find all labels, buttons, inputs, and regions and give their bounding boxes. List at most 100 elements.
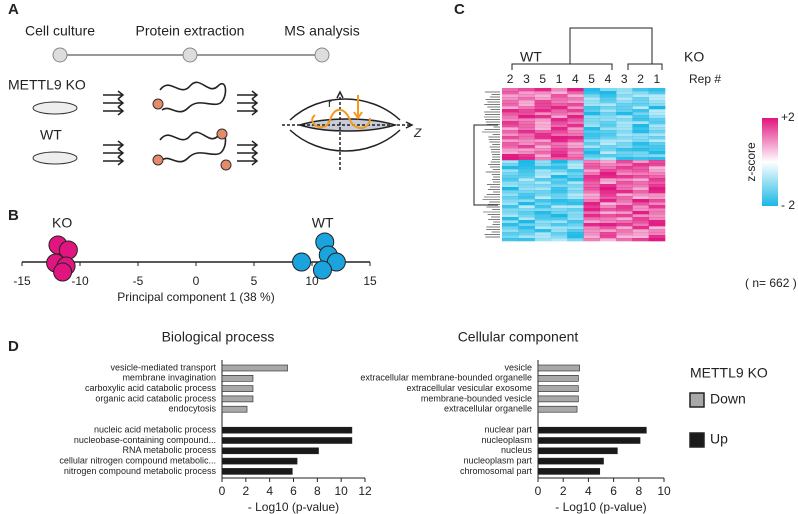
heat-cell	[567, 169, 584, 173]
x-tick-label: 0	[535, 484, 542, 498]
heat-cell	[616, 130, 633, 134]
heat-cell	[648, 121, 666, 125]
heat-cell	[502, 109, 519, 113]
heat-cell	[648, 172, 666, 176]
heat-cell	[534, 130, 552, 134]
heat-cell	[550, 202, 568, 206]
rep-label: Rep #	[689, 72, 721, 86]
heat-cell	[567, 214, 584, 218]
heat-cell	[632, 115, 649, 119]
heat-cell	[648, 229, 666, 233]
heat-cell	[502, 178, 519, 182]
heat-cell	[502, 136, 519, 140]
n-label: ( n= 662 )	[745, 276, 797, 290]
heat-cell	[534, 154, 552, 158]
rep-number: 4	[605, 72, 612, 86]
heat-cell	[583, 115, 601, 119]
legend-swatch	[689, 392, 705, 408]
heat-cell	[567, 178, 584, 182]
heat-cell	[518, 187, 535, 191]
heat-cell	[567, 202, 584, 206]
rep-number: 4	[572, 72, 579, 86]
heat-cell	[648, 193, 666, 197]
step-node	[314, 47, 330, 63]
category-label: nuclear part	[484, 425, 532, 435]
heat-cell	[550, 151, 568, 155]
heat-cell	[616, 178, 633, 182]
heat-cell	[534, 160, 552, 164]
category-label: nucleus	[501, 445, 533, 455]
heat-cell	[567, 238, 584, 242]
heat-cell	[632, 190, 649, 194]
heat-cell	[583, 220, 601, 224]
heat-cell	[583, 109, 601, 113]
heat-cell	[550, 109, 568, 113]
heat-cell	[534, 214, 552, 218]
heat-cell	[616, 181, 633, 185]
heat-cell	[583, 142, 601, 146]
bar	[221, 405, 248, 413]
x-tick-label: 10	[334, 484, 348, 498]
sample-label: WT	[40, 127, 62, 143]
heat-cell	[534, 232, 552, 236]
heat-cell	[567, 118, 584, 122]
heat-cell	[567, 166, 584, 170]
x-tick-label: 10	[305, 274, 319, 288]
point	[312, 260, 332, 280]
heat-cell	[534, 208, 552, 212]
heat-cell	[550, 136, 568, 140]
heat-cell	[616, 121, 633, 125]
category-label: extracellular organelle	[444, 404, 532, 414]
heat-cell	[616, 199, 633, 203]
heat-cell	[632, 163, 649, 167]
heat-cell	[550, 169, 568, 173]
heat-cell	[550, 160, 568, 164]
heat-cell	[502, 238, 519, 242]
heat-cell	[518, 190, 535, 194]
heat-cell	[502, 91, 519, 95]
heat-cell	[648, 181, 666, 185]
heat-cell	[502, 169, 519, 173]
x-axis-title: - Log10 (p-value)	[248, 500, 339, 514]
heat-cell	[534, 115, 552, 119]
chart-title: Biological process	[162, 329, 275, 345]
heat-cell	[616, 205, 633, 209]
heat-cell	[567, 97, 584, 101]
heat-cell	[518, 109, 535, 113]
heat-cell	[550, 148, 568, 152]
heat-cell	[648, 235, 666, 239]
heat-cell	[616, 166, 633, 170]
heat-cell	[599, 139, 617, 143]
heat-cell	[518, 151, 535, 155]
heat-cell	[648, 115, 666, 119]
heat-cell	[648, 139, 666, 143]
heat-cell	[502, 223, 519, 227]
heat-cell	[567, 100, 584, 104]
heat-cell	[534, 178, 552, 182]
heat-cell	[534, 217, 552, 221]
bar	[537, 395, 579, 403]
heat-cell	[518, 205, 535, 209]
dish	[32, 101, 78, 165]
rep-number: 1	[556, 72, 563, 86]
group-label: KO	[684, 49, 704, 65]
heat-cell	[518, 166, 535, 170]
heat-cell	[599, 154, 617, 158]
heat-cell	[599, 178, 617, 182]
heat-cell	[583, 136, 601, 140]
category-label: organic acid catabolic process	[95, 393, 216, 403]
colorbar-min: - 2	[781, 198, 795, 212]
heat-cell	[550, 235, 568, 239]
heat-cell	[599, 94, 617, 98]
heat-cell	[550, 175, 568, 179]
heat-cell	[518, 157, 535, 161]
heat-cell	[583, 235, 601, 239]
heat-cell	[583, 187, 601, 191]
heat-cell	[534, 163, 552, 167]
heat-cell	[502, 187, 519, 191]
category-label: RNA metabolic process	[122, 445, 216, 455]
heat-cell	[534, 91, 552, 95]
bar	[221, 468, 293, 475]
heat-cell	[550, 223, 568, 227]
heat-cell	[518, 142, 535, 146]
